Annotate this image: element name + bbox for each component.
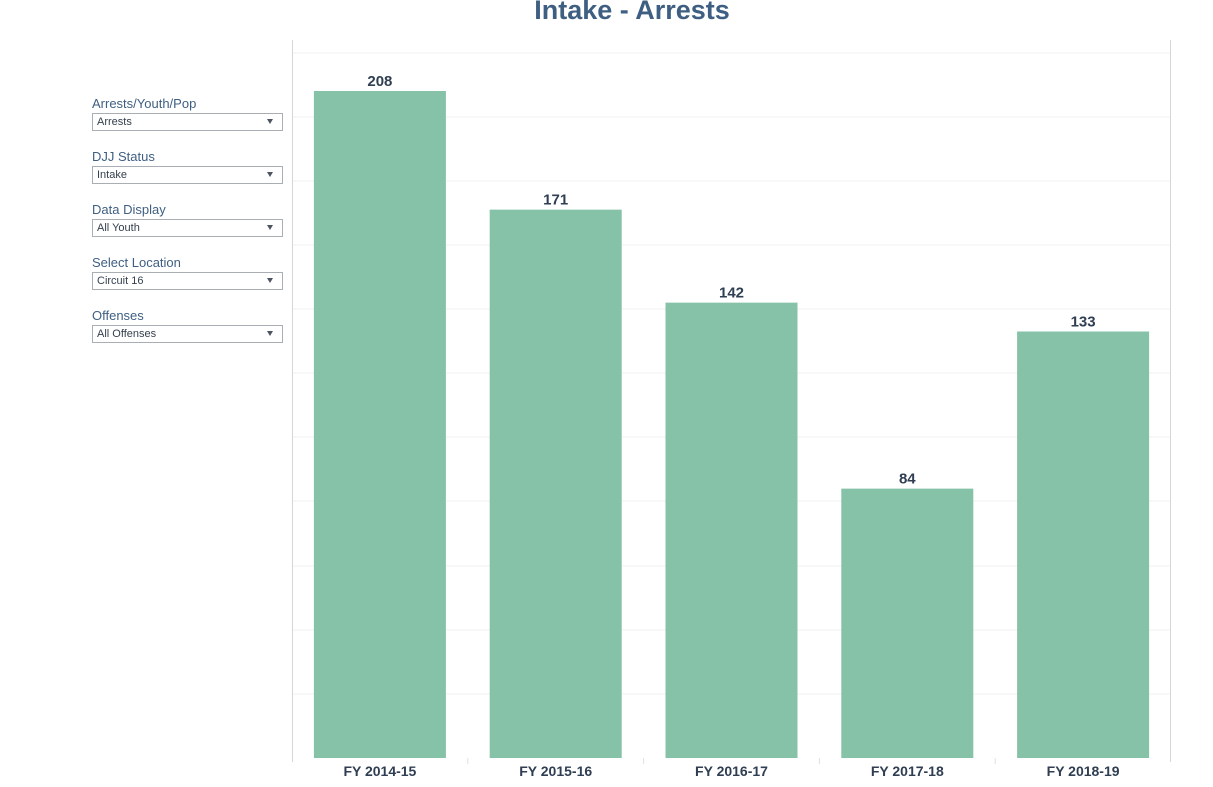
data-label: 142 xyxy=(719,285,744,302)
dropdown-value: All Offenses xyxy=(97,328,157,340)
filter-label: Offenses xyxy=(92,308,144,323)
chevron-down-icon xyxy=(267,331,273,336)
filter-label: Data Display xyxy=(92,202,166,217)
bar xyxy=(489,209,622,758)
djj-status-dropdown[interactable]: Intake xyxy=(92,166,283,184)
filter-label: DJJ Status xyxy=(92,149,155,164)
bar xyxy=(313,91,446,758)
chart-title: Intake - Arrests xyxy=(534,0,730,25)
data-label: 133 xyxy=(1071,314,1096,331)
x-tick-label: FY 2018-19 xyxy=(1047,763,1120,779)
x-tick-label: FY 2017-18 xyxy=(871,763,944,779)
x-tick-label: FY 2015-16 xyxy=(519,763,592,779)
bar xyxy=(665,302,798,758)
data-display-dropdown[interactable]: All Youth xyxy=(92,219,283,237)
chevron-down-icon xyxy=(267,119,273,124)
chevron-down-icon xyxy=(267,278,273,283)
chevron-down-icon xyxy=(267,225,273,230)
arrests-youth-pop-dropdown[interactable]: Arrests xyxy=(92,113,283,131)
dropdown-value: All Youth xyxy=(97,222,140,234)
data-label: 84 xyxy=(899,471,916,488)
filter-data-display: Data Display All Youth xyxy=(92,202,283,255)
bar xyxy=(841,488,974,758)
bar xyxy=(1017,331,1150,758)
dropdown-value: Arrests xyxy=(97,116,132,128)
filter-label: Select Location xyxy=(92,255,181,270)
data-label: 171 xyxy=(543,192,568,209)
chevron-down-icon xyxy=(267,172,273,177)
x-tick-label: FY 2016-17 xyxy=(695,763,768,779)
dropdown-value: Intake xyxy=(97,169,127,181)
x-tick-label: FY 2014-15 xyxy=(343,763,416,779)
filter-label: Arrests/Youth/Pop xyxy=(92,96,197,111)
filter-select-location: Select Location Circuit 16 xyxy=(92,255,283,308)
offenses-dropdown[interactable]: All Offenses xyxy=(92,325,283,343)
filter-djj-status: DJJ Status Intake xyxy=(92,149,283,202)
data-label: 208 xyxy=(367,73,392,90)
dropdown-value: Circuit 16 xyxy=(97,275,144,287)
filter-panel: Arrests/Youth/Pop Arrests DJJ Status Int… xyxy=(92,96,283,361)
filter-arrests-youth-pop: Arrests/Youth/Pop Arrests xyxy=(92,96,283,149)
filter-offenses: Offenses All Offenses xyxy=(92,308,283,361)
select-location-dropdown[interactable]: Circuit 16 xyxy=(92,272,283,290)
